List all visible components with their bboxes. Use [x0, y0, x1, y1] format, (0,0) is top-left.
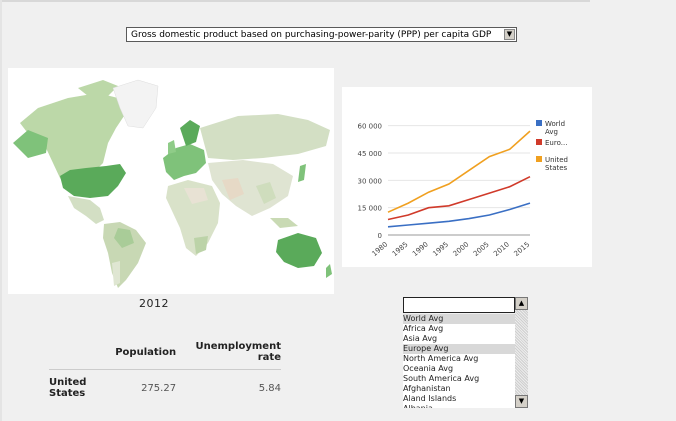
legend-label: United [545, 156, 568, 164]
list-item[interactable]: Albania [403, 404, 515, 408]
map-region-russia [200, 114, 330, 160]
list-item[interactable]: North America Avg [403, 354, 479, 363]
table-header-row: Population Unemployment rate [49, 333, 281, 370]
map-region-greenland [112, 79, 159, 129]
country-listbox[interactable]: World Avg Africa Avg Asia Avg Europe Avg Nor… [403, 314, 515, 408]
x-tick-label: 2000 [452, 240, 471, 258]
list-item[interactable]: Afghanistan [403, 384, 451, 393]
map-region-australia [276, 233, 322, 268]
series-line-2 [387, 130, 531, 213]
table-header-population: Population [115, 333, 177, 370]
list-item[interactable]: Oceania Avg [403, 364, 454, 373]
map-region-asia [208, 160, 293, 216]
x-tick-label: 1990 [411, 240, 430, 258]
table-header-country [49, 333, 116, 370]
x-tick-label: 1995 [431, 240, 450, 258]
y-tick-label: 60 000 [358, 123, 383, 131]
list-item[interactable]: Aland Islands [403, 394, 457, 403]
x-tick-label: 2015 [512, 240, 531, 258]
table-header-unemployment: Unemployment rate [176, 333, 281, 370]
country-filter-input[interactable] [403, 297, 515, 313]
x-tick-label: 1985 [391, 240, 410, 258]
legend-swatch [536, 120, 542, 126]
series-line-0 [387, 202, 531, 228]
legend-label: States [545, 164, 568, 172]
gdp-line-chart: 0 15 000 30 000 45 000 60 000 1980 1985 1990 199… [342, 87, 592, 267]
gdp-line-chart-svg: 0 15 000 30 000 45 000 60 000 1980 1985 1990 199… [358, 120, 568, 258]
scroll-up-icon[interactable]: ▲ [515, 297, 528, 310]
map-region-europe [163, 144, 206, 180]
y-tick-label: 15 000 [358, 205, 383, 213]
x-tick-label: 2010 [492, 240, 511, 258]
world-map[interactable] [8, 68, 334, 294]
left-divider [0, 0, 2, 421]
indicator-select[interactable]: Gross domestic product based on purchasi… [126, 27, 517, 42]
map-region-usa [60, 164, 126, 198]
y-tick-label: 45 000 [358, 150, 383, 158]
scroll-down-icon[interactable]: ▼ [515, 395, 528, 408]
indicator-select-value: Gross domestic product based on purchasi… [131, 30, 492, 40]
legend-label: Avg [545, 128, 558, 136]
country-list-scrollbar[interactable]: ▲ ▼ [515, 297, 528, 408]
list-item[interactable]: World Avg [403, 314, 515, 324]
y-tick-label: 30 000 [358, 177, 383, 185]
map-region-alaska [13, 130, 48, 158]
country-stats-table: Population Unemployment rate United Stat… [49, 333, 281, 405]
legend-label: World [545, 120, 565, 128]
y-tick-label: 0 [378, 232, 382, 240]
chevron-down-icon[interactable]: ▼ [504, 29, 515, 40]
legend-label: Euro... [545, 139, 567, 147]
map-region-mexico [68, 196, 104, 224]
legend-swatch [536, 156, 542, 162]
table-row: United States 275.27 5.84 [49, 370, 281, 406]
table-cell-population: 275.27 [141, 382, 177, 394]
top-divider [0, 0, 590, 2]
series-line-1 [387, 175, 531, 221]
table-cell-country: United States [49, 377, 87, 399]
legend-swatch [536, 139, 542, 145]
list-item[interactable]: Asia Avg [403, 334, 438, 343]
map-region-north-america [20, 93, 126, 188]
list-item[interactable]: Europe Avg [403, 344, 515, 354]
x-tick-label: 2005 [472, 240, 491, 258]
list-item[interactable]: South America Avg [403, 374, 480, 383]
table-cell-unemployment: 5.84 [258, 382, 281, 394]
list-item[interactable]: Africa Avg [403, 324, 444, 333]
world-map-graphic [13, 79, 332, 288]
x-tick-label: 1980 [370, 240, 389, 258]
map-year-label: 2012 [139, 297, 169, 310]
